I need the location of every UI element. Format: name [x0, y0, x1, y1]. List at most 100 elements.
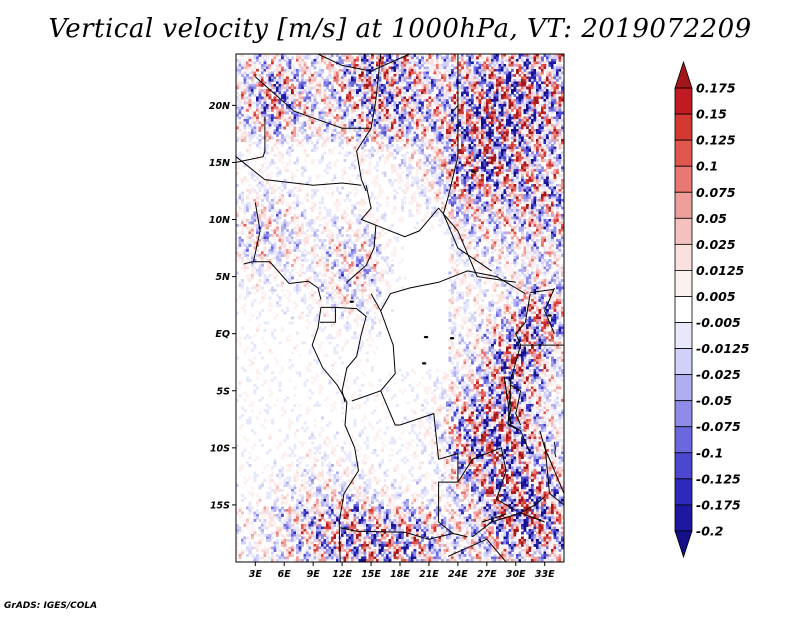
- chart-title: Vertical velocity [m/s] at 1000hPa, VT: …: [48, 14, 752, 44]
- y-tick-label: 15N: [209, 158, 230, 169]
- lake-feature: [547, 314, 552, 317]
- colorbar-label: -0.025: [696, 367, 741, 382]
- border-line: [320, 306, 367, 334]
- colorbar-swatch: [674, 426, 693, 454]
- colorbar-swatch: [674, 87, 693, 115]
- x-tick-label: 18E: [390, 569, 410, 580]
- colorbar-label: 0.125: [696, 133, 736, 148]
- border-line: [252, 202, 261, 262]
- colorbar-swatch: [674, 243, 693, 271]
- border-line: [539, 430, 564, 494]
- border-line: [515, 293, 531, 346]
- colorbar-swatch: [674, 270, 693, 297]
- border-line: [530, 288, 555, 294]
- y-tick-label: 5S: [217, 386, 231, 397]
- colorbar-label: -0.0125: [696, 341, 750, 356]
- lake-tanganyika: [508, 390, 512, 414]
- colorbar-top-arrow: [674, 60, 693, 89]
- border-line: [375, 207, 516, 283]
- colorbar-label: 0.075: [696, 185, 736, 200]
- colorbar: 0.175 0.15 0.125 0.1 0.075 0.05 0.025 0.0125 0.0…: [674, 60, 750, 559]
- border-line: [317, 54, 410, 72]
- border-line: [457, 447, 517, 512]
- colorbar-swatch: [674, 452, 693, 480]
- lake-malawi: [553, 442, 557, 458]
- country-borders: [236, 54, 564, 562]
- lake-feature: [449, 337, 455, 340]
- colorbar-label: 0.025: [696, 237, 736, 252]
- colorbar-swatch: [674, 374, 693, 402]
- border-line: [254, 76, 372, 129]
- x-tick-label: 15E: [361, 569, 381, 580]
- colorbar-swatch: [674, 322, 693, 349]
- x-tick-label: 6E: [278, 569, 292, 580]
- y-tick-label: 5N: [215, 272, 230, 283]
- colorbar-label: 0.0125: [696, 263, 745, 278]
- x-axis: 3E 6E 9E 12E 15E 18E 21E 24E 27E 30E 33E: [249, 562, 555, 580]
- border-line: [447, 538, 507, 562]
- border-line: [520, 496, 546, 514]
- border-line: [442, 105, 459, 214]
- colorbar-label: 0.15: [696, 107, 727, 122]
- colorbar-swatch: [674, 217, 693, 245]
- colorbar-swatch: [674, 478, 693, 506]
- colorbar-swatch: [674, 400, 693, 428]
- border-line: [351, 310, 396, 402]
- border-line: [243, 261, 309, 285]
- colorbar-swatch: [674, 191, 693, 219]
- colorbar-label: 0.1: [696, 159, 718, 174]
- x-tick-label: 21E: [419, 569, 439, 580]
- velocity-field: [236, 54, 564, 562]
- border-line: [442, 213, 492, 272]
- x-tick-label: 24E: [448, 569, 468, 580]
- border-line: [544, 442, 564, 506]
- border-line: [360, 185, 377, 226]
- lake-feature: [471, 170, 476, 173]
- lake-feature: [421, 362, 427, 365]
- y-tick-label: 10S: [210, 443, 230, 454]
- colorbar-label: -0.05: [696, 393, 732, 408]
- colorbar-swatch: [674, 113, 693, 141]
- colorbar-label: -0.1: [696, 445, 723, 460]
- lake-feature: [423, 335, 429, 339]
- x-tick-label: 27E: [477, 569, 497, 580]
- border-line: [346, 225, 377, 283]
- lake-feature: [349, 300, 354, 303]
- border-line: [544, 287, 555, 334]
- colorbar-label: 0.05: [696, 211, 727, 226]
- border-line: [341, 333, 362, 403]
- x-tick-label: 33E: [535, 569, 555, 580]
- y-tick-label: 10N: [209, 215, 230, 226]
- colorbar-label: 0.005: [696, 289, 736, 304]
- border-line: [370, 270, 526, 312]
- colorbar-bottom-arrow: [674, 530, 693, 559]
- border-line: [507, 344, 531, 454]
- y-tick-label: 15S: [210, 500, 230, 511]
- colorbar-label: -0.175: [696, 497, 741, 512]
- colorbar-swatch: [674, 165, 693, 193]
- x-tick-label: 12E: [332, 569, 352, 580]
- y-axis: 20N 15N 10N 5N EQ 5S 10S 15S: [209, 101, 236, 511]
- border-line: [308, 280, 322, 300]
- border-line: [311, 307, 360, 562]
- colorbar-swatch: [674, 348, 693, 376]
- x-tick-label: 9E: [307, 569, 321, 580]
- x-tick-label: 3E: [249, 569, 263, 580]
- colorbar-swatch: [674, 296, 693, 323]
- y-tick-label: 20N: [209, 101, 230, 112]
- border-line: [472, 512, 545, 538]
- colorbar-swatch: [674, 139, 693, 167]
- colorbar-label: -0.125: [696, 471, 741, 486]
- border-line: [236, 156, 362, 186]
- colorbar-label: -0.075: [696, 419, 741, 434]
- border-line: [356, 54, 382, 192]
- border-line: [340, 527, 454, 540]
- border-line: [481, 513, 507, 523]
- x-tick-label: 30E: [506, 569, 526, 580]
- border-line: [510, 384, 522, 426]
- y-tick-label: EQ: [215, 329, 230, 340]
- border-line: [236, 116, 266, 163]
- colorbar-label: -0.005: [696, 315, 741, 330]
- border-line: [503, 377, 521, 432]
